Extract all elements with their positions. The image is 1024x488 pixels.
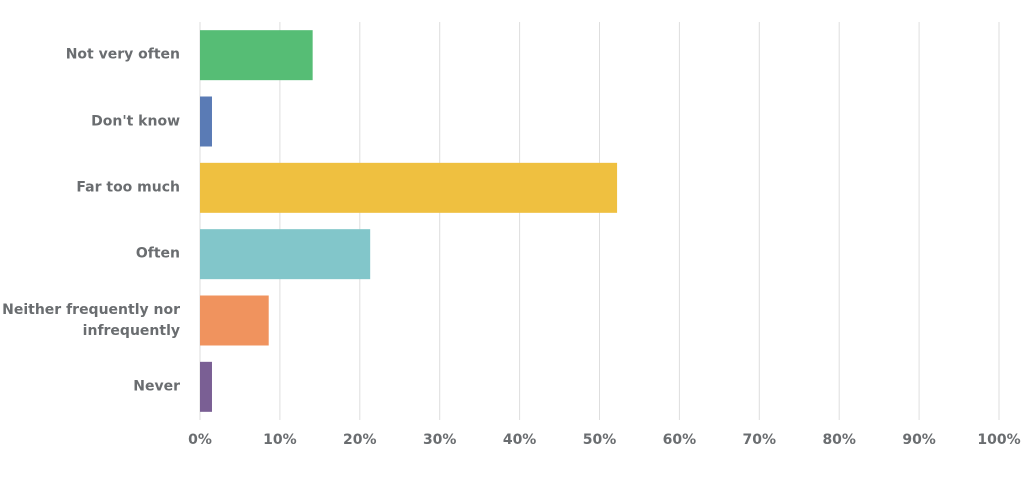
bar: [200, 162, 618, 213]
x-tick-label: 10%: [263, 432, 297, 448]
bar: [200, 295, 269, 346]
y-tick-label: Not very often: [65, 46, 180, 63]
x-tick-label: 80%: [822, 432, 856, 448]
bar: [200, 229, 371, 280]
bar: [200, 96, 212, 147]
y-tick-label: Don't know: [91, 113, 180, 129]
y-tick-label: Neither frequently nor infrequently: [2, 301, 180, 339]
x-tick-label: 40%: [503, 432, 537, 448]
y-tick-label: Never: [133, 378, 180, 395]
bar: [200, 30, 313, 81]
x-tick-label: 90%: [902, 432, 936, 448]
x-tick-label: 60%: [663, 432, 697, 448]
x-tick-label: 100%: [977, 432, 1020, 448]
y-tick-label: Often: [135, 245, 180, 262]
x-tick-label: 50%: [583, 432, 617, 448]
x-tick-label: 20%: [343, 432, 377, 448]
x-tick-label: 30%: [423, 432, 457, 448]
y-tick-label: Far too much: [76, 179, 180, 196]
bar: [200, 361, 212, 412]
x-tick-label: 0%: [188, 432, 212, 448]
x-tick-label: 70%: [743, 432, 777, 448]
